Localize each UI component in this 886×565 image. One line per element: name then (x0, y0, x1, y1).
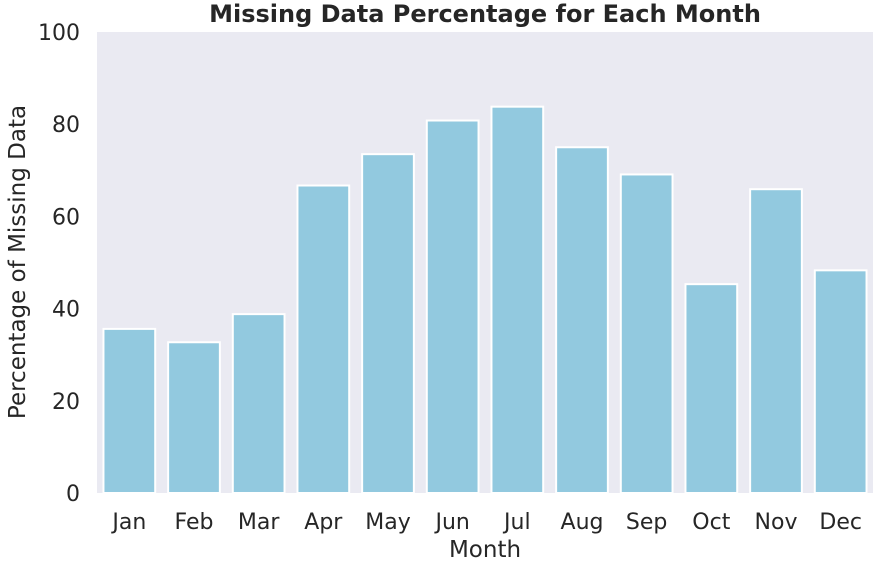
x-tick-label: Sep (626, 510, 667, 535)
y-tick-label: 60 (52, 205, 80, 230)
x-tick-label: May (365, 510, 410, 535)
y-axis-label: Percentage of Missing Data (5, 105, 31, 419)
chart-title: Missing Data Percentage for Each Month (209, 0, 761, 28)
bar-may (361, 153, 415, 494)
y-tick-labels: 0 20 40 60 80 100 (38, 21, 80, 507)
x-tick-labels: Jan Feb Mar Apr May Jun Jul Aug Sep Oct Nov Dec (110, 510, 862, 535)
x-tick-label: Dec (819, 510, 862, 535)
x-tick-label: Aug (561, 510, 604, 535)
bar-dec (813, 269, 868, 494)
bar-oct (684, 283, 739, 494)
x-tick-label: Apr (304, 510, 343, 535)
x-tick-label: Oct (692, 510, 730, 535)
y-tick-label: 20 (52, 390, 80, 415)
y-tick-label: 100 (38, 21, 80, 46)
x-tick-label: Nov (755, 510, 798, 535)
bar-sep (619, 173, 674, 494)
bar-mar (231, 313, 286, 494)
y-tick-label: 80 (52, 113, 80, 138)
bars-group (102, 105, 868, 495)
y-tick-label: 40 (52, 298, 80, 323)
bar-feb (167, 341, 221, 494)
x-tick-label: Mar (238, 510, 280, 535)
bar-jul (490, 105, 545, 494)
plot-area (97, 32, 873, 493)
x-tick-label: Feb (175, 510, 214, 535)
bar-nov (749, 188, 803, 495)
y-tick-label: 0 (66, 482, 80, 507)
bar-aug (555, 146, 609, 494)
x-tick-label: Jan (110, 510, 146, 535)
bar-apr (296, 184, 351, 494)
bar-jan (102, 327, 157, 494)
x-tick-label: Jun (433, 510, 469, 535)
bar-jun (425, 119, 480, 495)
x-axis-label: Month (449, 537, 521, 563)
x-tick-label: Jul (502, 510, 531, 535)
